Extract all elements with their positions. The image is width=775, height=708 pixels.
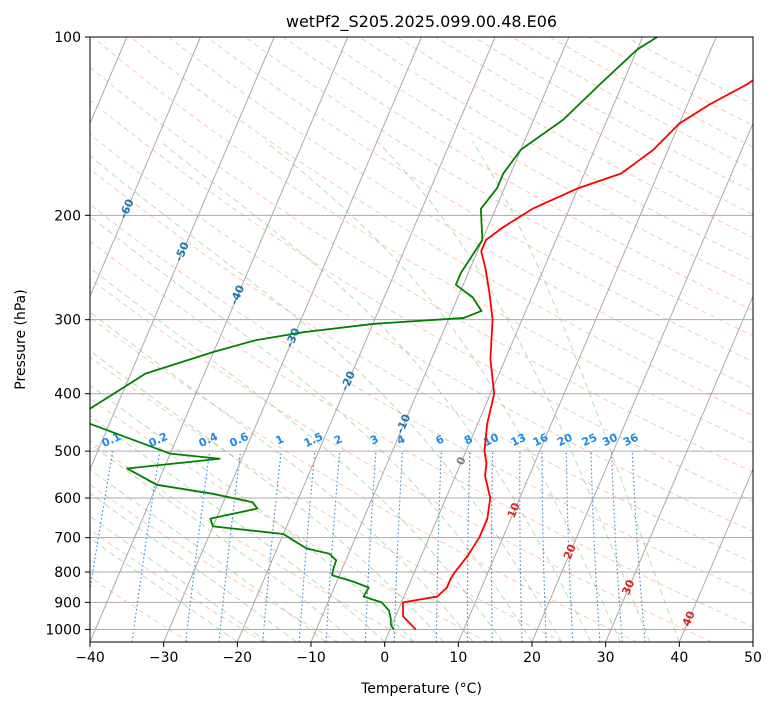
mixing-ratio-label: 30 xyxy=(600,431,620,449)
x-axis-label: Temperature (°C) xyxy=(360,681,482,697)
y-tick-label: 400 xyxy=(54,387,81,403)
y-tick-label: 200 xyxy=(54,208,81,224)
mixing-ratio-label: 25 xyxy=(580,431,599,449)
y-tick-label: 300 xyxy=(54,313,81,329)
dewpoint-profile xyxy=(90,37,658,630)
mixing-ratio-label: 13 xyxy=(509,431,528,449)
plot-area: -100-90-80-70-60-50-40-30-20-10010203040… xyxy=(90,37,753,642)
x-axis-ticks: −40 −30 −20 −10 0 10 20 30 40 50 xyxy=(75,642,762,666)
mixing-ratio-label: 16 xyxy=(531,431,551,449)
mixing-ratio-labels: 0.1 0.2 0.4 0.6 1 1.5 2 3 4 6 8 10 13 16 20 25 30 36 xyxy=(100,430,641,450)
isotherm-label: 40 xyxy=(680,609,698,628)
dry-adiabat xyxy=(90,168,753,563)
dry-adiabat xyxy=(90,356,563,642)
mixing-ratio-line xyxy=(298,451,316,642)
mixing-ratio-line xyxy=(185,451,211,642)
chart-title: wetPf2_S205.2025.099.00.48.E06 xyxy=(286,12,557,32)
isotherm-line xyxy=(163,37,422,642)
isotherm-line xyxy=(678,467,753,642)
y-tick-label: 100 xyxy=(54,30,81,46)
isobars xyxy=(90,37,753,630)
isotherm-line xyxy=(605,295,753,642)
dry-adiabat xyxy=(90,203,753,595)
temperature-profile xyxy=(402,79,753,631)
y-tick-label: 800 xyxy=(54,565,81,581)
dry-adiabat xyxy=(90,133,753,533)
y-tick-label: 700 xyxy=(54,531,81,547)
x-tick-label: 30 xyxy=(597,650,615,666)
x-tick-label: 20 xyxy=(523,650,541,666)
x-tick-label: −20 xyxy=(223,650,253,666)
mixing-ratio-line xyxy=(90,451,114,594)
x-tick-label: −30 xyxy=(149,650,179,666)
x-tick-label: −40 xyxy=(75,650,105,666)
isotherm-line xyxy=(531,122,753,642)
y-tick-label: 500 xyxy=(54,444,81,460)
dry-adiabat xyxy=(90,240,753,628)
mixing-ratio-line xyxy=(262,451,282,642)
dry-adiabat xyxy=(90,66,753,473)
isotherm-label: 30 xyxy=(619,577,637,596)
y-tick-label: 900 xyxy=(54,595,81,611)
x-tick-label: 40 xyxy=(670,650,688,666)
isotherm-line xyxy=(384,37,643,642)
mixing-ratio-line xyxy=(218,451,242,642)
isotherm-line xyxy=(90,37,201,298)
y-tick-label: 600 xyxy=(54,491,81,507)
y-tick-label: 1000 xyxy=(45,622,81,638)
isotherm-line xyxy=(310,37,570,642)
dry-adiabat xyxy=(282,37,753,312)
x-tick-label: 0 xyxy=(380,650,389,666)
y-axis-ticks: 100 200 300 400 500 600 700 800 900 1000 xyxy=(45,30,90,638)
dry-adiabat xyxy=(206,37,753,363)
plot-frame xyxy=(89,36,754,643)
isotherm-label: 20 xyxy=(561,542,579,561)
x-tick-label: 50 xyxy=(744,650,762,666)
mixing-ratio-label: 36 xyxy=(621,431,641,449)
isotherm-label: 10 xyxy=(505,500,523,519)
isotherm-line xyxy=(90,37,349,642)
isotherm-line xyxy=(90,37,275,471)
y-axis-label: Pressure (hPa) xyxy=(13,289,29,389)
isotherm-line xyxy=(236,37,496,642)
mixing-ratio-label: 20 xyxy=(555,431,575,449)
x-tick-label: 10 xyxy=(449,650,467,666)
dry-adiabat xyxy=(130,37,753,417)
x-tick-label: −10 xyxy=(296,650,326,666)
isotherm-line xyxy=(457,37,717,642)
dry-adiabat xyxy=(90,397,488,642)
isotherms xyxy=(90,37,753,642)
dry-adiabat xyxy=(90,483,339,642)
